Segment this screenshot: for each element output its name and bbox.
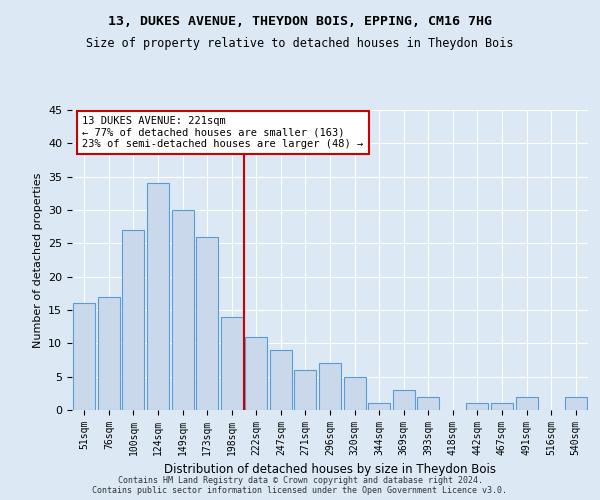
Text: 13 DUKES AVENUE: 221sqm
← 77% of detached houses are smaller (163)
23% of semi-d: 13 DUKES AVENUE: 221sqm ← 77% of detache…: [82, 116, 364, 149]
Bar: [466, 404, 488, 410]
Bar: [221, 316, 243, 410]
Bar: [295, 370, 316, 410]
Text: Size of property relative to detached houses in Theydon Bois: Size of property relative to detached ho…: [86, 38, 514, 51]
Bar: [368, 404, 390, 410]
Bar: [73, 304, 95, 410]
Bar: [392, 390, 415, 410]
Bar: [319, 364, 341, 410]
Bar: [417, 396, 439, 410]
Bar: [515, 396, 538, 410]
Bar: [98, 296, 120, 410]
Bar: [565, 396, 587, 410]
X-axis label: Distribution of detached houses by size in Theydon Bois: Distribution of detached houses by size …: [164, 464, 496, 476]
Bar: [196, 236, 218, 410]
Bar: [270, 350, 292, 410]
Bar: [122, 230, 145, 410]
Bar: [172, 210, 194, 410]
Text: 13, DUKES AVENUE, THEYDON BOIS, EPPING, CM16 7HG: 13, DUKES AVENUE, THEYDON BOIS, EPPING, …: [108, 15, 492, 28]
Bar: [245, 336, 268, 410]
Y-axis label: Number of detached properties: Number of detached properties: [32, 172, 43, 348]
Bar: [147, 184, 169, 410]
Text: Contains HM Land Registry data © Crown copyright and database right 2024.
Contai: Contains HM Land Registry data © Crown c…: [92, 476, 508, 495]
Bar: [491, 404, 513, 410]
Bar: [344, 376, 365, 410]
